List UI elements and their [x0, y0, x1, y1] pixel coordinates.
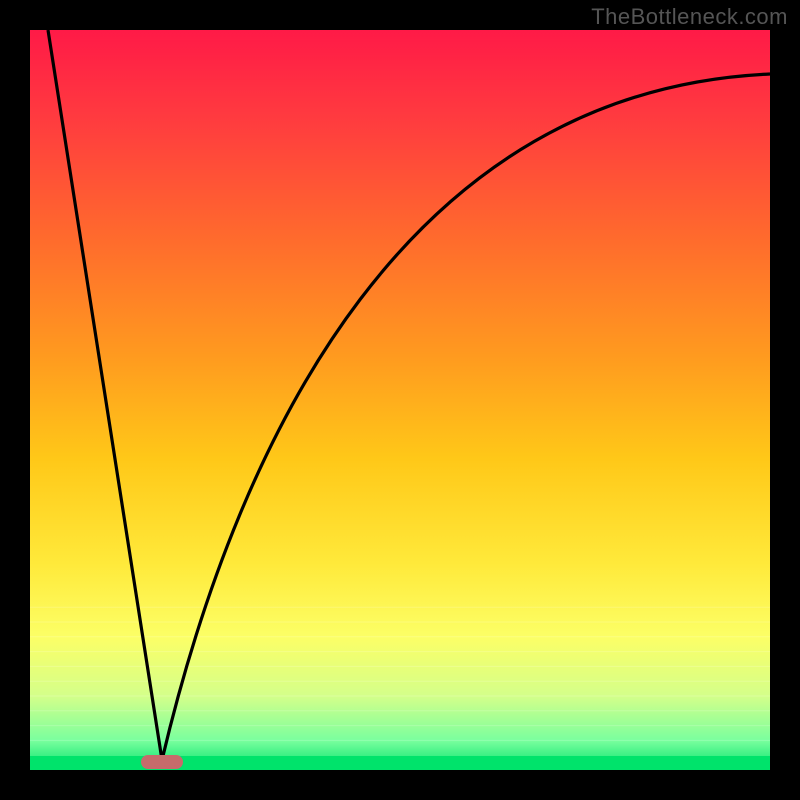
watermark-text: TheBottleneck.com: [591, 4, 788, 30]
plot-area: [30, 30, 770, 770]
bottleneck-chart: [0, 0, 800, 800]
valley-marker: [141, 755, 183, 769]
chart-container: TheBottleneck.com: [0, 0, 800, 800]
bottom-green-strip: [30, 756, 770, 770]
